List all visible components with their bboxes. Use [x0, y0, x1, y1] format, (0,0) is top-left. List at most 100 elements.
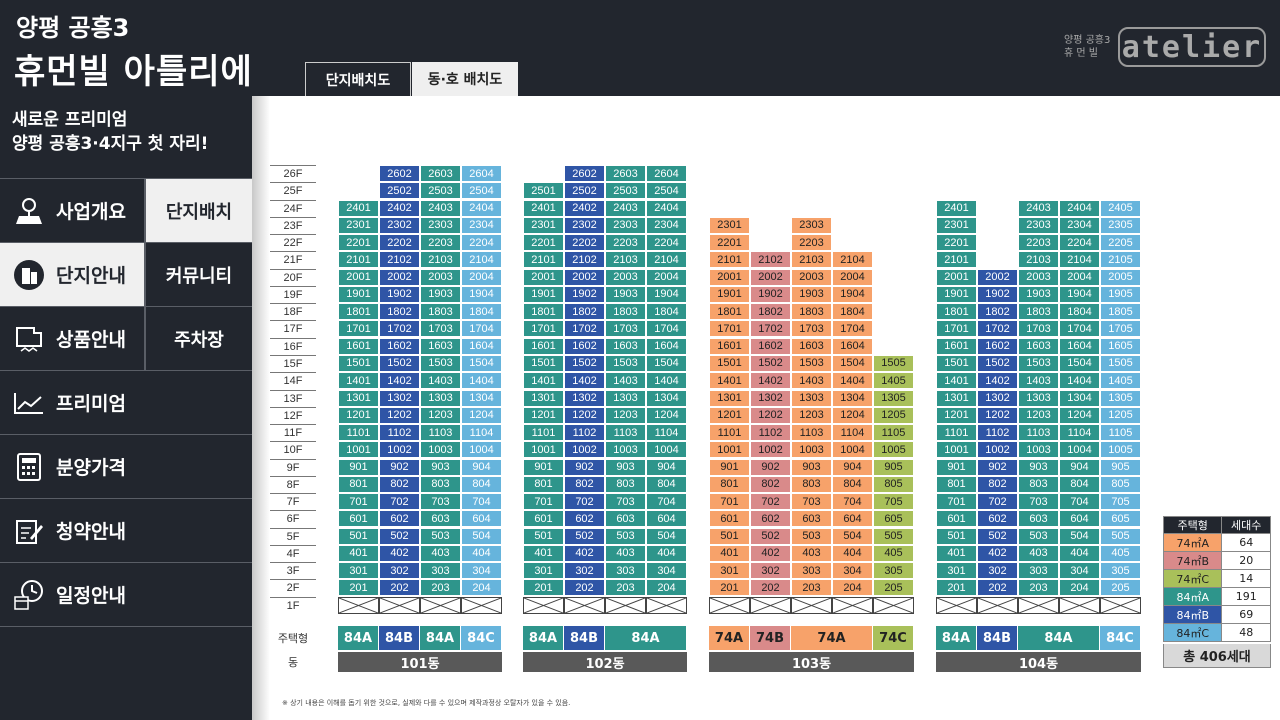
unit-cell[interactable]: 702: [977, 493, 1018, 511]
unit-cell[interactable]: 1702: [564, 320, 605, 338]
unit-cell[interactable]: 201: [709, 579, 750, 597]
unit-cell[interactable]: 2102: [750, 251, 791, 269]
unit-cell[interactable]: 2203: [791, 234, 832, 252]
unit-cell[interactable]: 902: [977, 458, 1018, 476]
unit-cell[interactable]: 605: [1100, 510, 1141, 528]
unit-cell[interactable]: 305: [1100, 562, 1141, 580]
unit-cell[interactable]: 802: [750, 475, 791, 493]
unit-cell[interactable]: 1404: [1059, 372, 1100, 390]
unit-cell[interactable]: 1103: [791, 424, 832, 442]
unit-cell[interactable]: 1503: [791, 354, 832, 372]
unit-cell[interactable]: 405: [873, 544, 914, 562]
unit-cell[interactable]: 1002: [379, 441, 420, 459]
unit-cell[interactable]: 1804: [461, 303, 502, 321]
unit-cell[interactable]: 303: [1018, 562, 1059, 580]
unit-cell[interactable]: 1504: [1059, 354, 1100, 372]
unit-cell[interactable]: 701: [338, 493, 379, 511]
unit-cell[interactable]: 2103: [605, 251, 646, 269]
unit-cell[interactable]: 2004: [832, 268, 873, 286]
unit-cell[interactable]: 2105: [1100, 251, 1141, 269]
unit-cell[interactable]: 804: [646, 475, 687, 493]
unit-cell[interactable]: 201: [338, 579, 379, 597]
unit-cell[interactable]: 1704: [461, 320, 502, 338]
unit-cell[interactable]: 1201: [709, 406, 750, 424]
menu-item-2[interactable]: 단지안내: [0, 242, 144, 306]
unit-cell[interactable]: 201: [936, 579, 977, 597]
unit-cell[interactable]: 1601: [338, 337, 379, 355]
unit-cell[interactable]: 302: [564, 562, 605, 580]
unit-cell[interactable]: 502: [564, 527, 605, 545]
unit-cell[interactable]: 2201: [523, 234, 564, 252]
unit-cell[interactable]: 1505: [1100, 354, 1141, 372]
unit-cell[interactable]: 2602: [564, 165, 605, 182]
unit-cell[interactable]: 1905: [1100, 285, 1141, 303]
unit-cell[interactable]: 801: [523, 475, 564, 493]
unit-cell[interactable]: 1302: [564, 389, 605, 407]
unit-cell[interactable]: 1003: [791, 441, 832, 459]
unit-cell[interactable]: 1501: [523, 354, 564, 372]
unit-cell[interactable]: 602: [379, 510, 420, 528]
unit-cell[interactable]: 403: [605, 544, 646, 562]
unit-cell[interactable]: 801: [709, 475, 750, 493]
unit-cell[interactable]: 1202: [379, 406, 420, 424]
unit-cell[interactable]: 1402: [564, 372, 605, 390]
unit-cell[interactable]: 2002: [750, 268, 791, 286]
unit-cell[interactable]: 1503: [420, 354, 461, 372]
unit-cell[interactable]: 2405: [1100, 199, 1141, 217]
unit-cell[interactable]: 701: [936, 493, 977, 511]
unit-cell[interactable]: 602: [977, 510, 1018, 528]
unit-cell[interactable]: 2103: [791, 251, 832, 269]
unit-cell[interactable]: 2603: [420, 165, 461, 182]
unit-cell[interactable]: 2301: [523, 216, 564, 234]
unit-cell[interactable]: 1702: [750, 320, 791, 338]
unit-cell[interactable]: 1503: [605, 354, 646, 372]
unit-cell[interactable]: 1003: [605, 441, 646, 459]
unit-cell[interactable]: 303: [605, 562, 646, 580]
unit-cell[interactable]: 1403: [1018, 372, 1059, 390]
unit-cell[interactable]: 404: [1059, 544, 1100, 562]
submenu-item-1[interactable]: 단지배치: [145, 178, 252, 242]
unit-cell[interactable]: 1902: [977, 285, 1018, 303]
unit-cell[interactable]: 603: [420, 510, 461, 528]
unit-cell[interactable]: 2204: [461, 234, 502, 252]
unit-cell[interactable]: 2602: [379, 165, 420, 182]
unit-cell[interactable]: 301: [709, 562, 750, 580]
unit-cell[interactable]: 1003: [1018, 441, 1059, 459]
unit-cell[interactable]: 1001: [338, 441, 379, 459]
unit-cell[interactable]: 1401: [523, 372, 564, 390]
unit-cell[interactable]: 1504: [646, 354, 687, 372]
submenu-item-3[interactable]: 주차장: [145, 306, 252, 370]
unit-cell[interactable]: 404: [646, 544, 687, 562]
unit-cell[interactable]: 603: [1018, 510, 1059, 528]
unit-cell[interactable]: 2201: [936, 234, 977, 252]
unit-cell[interactable]: 2401: [936, 199, 977, 217]
unit-cell[interactable]: 1901: [936, 285, 977, 303]
unit-cell[interactable]: 2102: [564, 251, 605, 269]
unit-cell[interactable]: 2103: [420, 251, 461, 269]
unit-cell[interactable]: 2103: [1018, 251, 1059, 269]
unit-cell[interactable]: 603: [791, 510, 832, 528]
unit-cell[interactable]: 1301: [936, 389, 977, 407]
unit-cell[interactable]: 2403: [1018, 199, 1059, 217]
unit-cell[interactable]: 202: [564, 579, 605, 597]
unit-cell[interactable]: 1701: [523, 320, 564, 338]
unit-cell[interactable]: 304: [1059, 562, 1100, 580]
unit-cell[interactable]: 402: [379, 544, 420, 562]
unit-cell[interactable]: 1803: [1018, 303, 1059, 321]
unit-cell[interactable]: 1401: [709, 372, 750, 390]
unit-cell[interactable]: 1605: [1100, 337, 1141, 355]
menu-item-5[interactable]: 분양가격: [0, 434, 144, 498]
unit-cell[interactable]: 1405: [873, 372, 914, 390]
unit-cell[interactable]: 1701: [338, 320, 379, 338]
unit-cell[interactable]: 303: [791, 562, 832, 580]
unit-cell[interactable]: 1101: [338, 424, 379, 442]
unit-cell[interactable]: 702: [379, 493, 420, 511]
unit-cell[interactable]: 2404: [1059, 199, 1100, 217]
unit-cell[interactable]: 601: [338, 510, 379, 528]
unit-cell[interactable]: 1504: [461, 354, 502, 372]
unit-cell[interactable]: 403: [791, 544, 832, 562]
unit-cell[interactable]: 2303: [605, 216, 646, 234]
unit-cell[interactable]: 503: [791, 527, 832, 545]
unit-cell[interactable]: 2402: [564, 199, 605, 217]
unit-cell[interactable]: 1903: [420, 285, 461, 303]
